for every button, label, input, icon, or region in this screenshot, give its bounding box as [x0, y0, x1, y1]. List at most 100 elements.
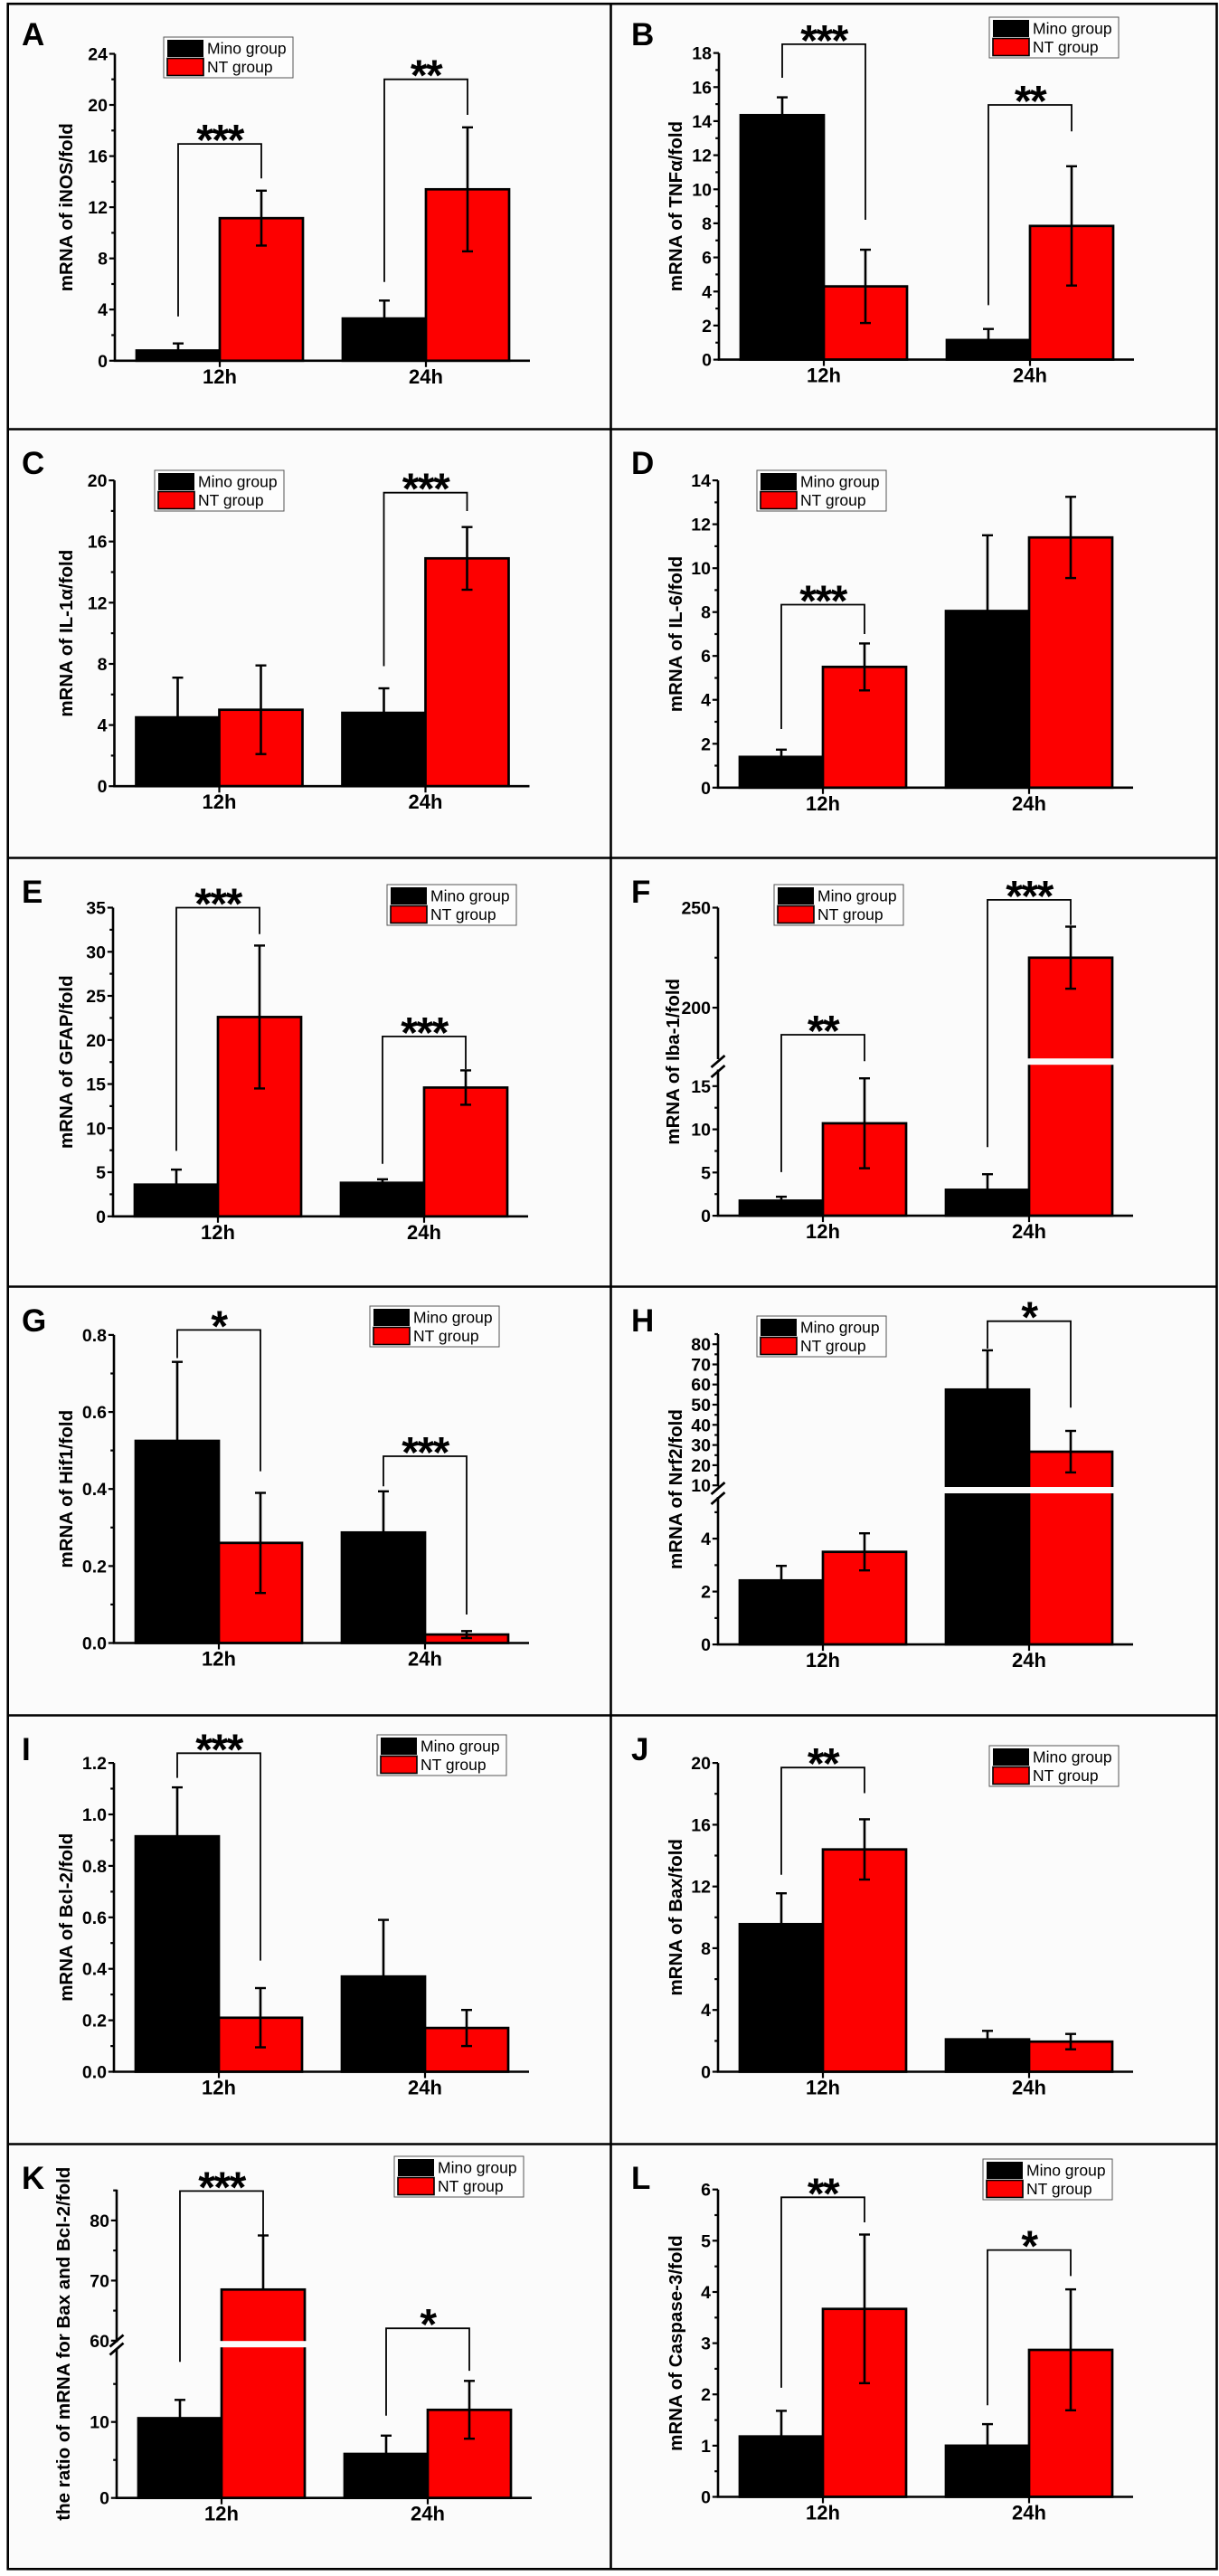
svg-text:24h: 24h: [407, 1221, 441, 1244]
svg-text:8: 8: [701, 1939, 711, 1959]
svg-text:4: 4: [98, 716, 108, 736]
svg-text:50: 50: [691, 1396, 711, 1416]
svg-text:10: 10: [691, 1121, 711, 1141]
svg-text:0: 0: [98, 352, 108, 372]
svg-text:0: 0: [702, 351, 712, 371]
svg-text:NT group: NT group: [421, 1756, 487, 1774]
svg-text:10: 10: [691, 559, 711, 579]
svg-text:Mino group: Mino group: [817, 887, 897, 905]
svg-text:NT group: NT group: [1033, 1766, 1099, 1785]
svg-text:***: ***: [799, 578, 847, 626]
svg-text:J: J: [631, 1732, 648, 1767]
svg-text:16: 16: [88, 533, 108, 553]
svg-text:10: 10: [86, 1119, 106, 1139]
svg-text:NT group: NT group: [1026, 2180, 1092, 2198]
svg-text:H: H: [631, 1303, 654, 1339]
svg-text:Mino group: Mino group: [198, 473, 278, 491]
svg-text:5: 5: [701, 2231, 711, 2251]
svg-text:NT group: NT group: [430, 905, 496, 923]
svg-text:12h: 12h: [204, 2503, 239, 2525]
svg-text:25: 25: [86, 987, 106, 1007]
svg-text:0.0: 0.0: [82, 2063, 107, 2083]
svg-text:G: G: [22, 1303, 46, 1339]
svg-text:NT group: NT group: [800, 491, 866, 509]
svg-text:NT group: NT group: [198, 491, 264, 509]
svg-text:16: 16: [691, 1815, 711, 1835]
svg-text:12h: 12h: [203, 365, 237, 388]
svg-text:1: 1: [701, 2437, 711, 2457]
svg-text:24h: 24h: [408, 1648, 442, 1671]
svg-text:20: 20: [88, 96, 108, 116]
svg-text:20: 20: [691, 1754, 711, 1774]
svg-text:NT group: NT group: [438, 2177, 504, 2195]
svg-text:12h: 12h: [806, 2077, 840, 2099]
svg-text:***: ***: [401, 1009, 449, 1057]
svg-text:L: L: [631, 2161, 650, 2196]
svg-text:**: **: [808, 1008, 840, 1056]
svg-text:***: ***: [198, 2164, 246, 2211]
svg-text:0: 0: [701, 2488, 711, 2508]
svg-text:40: 40: [691, 1416, 711, 1435]
svg-text:8: 8: [98, 655, 108, 675]
svg-text:**: **: [808, 1740, 840, 1788]
svg-text:5: 5: [96, 1163, 106, 1183]
svg-text:0.4: 0.4: [82, 1480, 107, 1500]
svg-text:mRNA of Caspase-3/fold: mRNA of Caspase-3/fold: [666, 2235, 686, 2450]
svg-text:12: 12: [691, 1878, 711, 1898]
svg-text:***: ***: [196, 117, 244, 165]
svg-text:NT group: NT group: [800, 1337, 866, 1355]
svg-text:2: 2: [701, 2385, 711, 2405]
svg-text:30: 30: [691, 1436, 711, 1456]
svg-text:NT group: NT group: [1033, 38, 1099, 56]
svg-text:mRNA of Nrf2/fold: mRNA of Nrf2/fold: [666, 1409, 686, 1569]
svg-text:K: K: [22, 2161, 44, 2196]
svg-text:6: 6: [702, 249, 712, 269]
svg-text:*: *: [1021, 2223, 1038, 2271]
svg-text:12h: 12h: [806, 1220, 840, 1243]
svg-text:0.6: 0.6: [82, 1908, 107, 1928]
svg-text:250: 250: [681, 899, 711, 919]
svg-text:80: 80: [691, 1335, 711, 1355]
svg-text:24h: 24h: [1012, 1220, 1046, 1243]
svg-text:NT group: NT group: [413, 1327, 479, 1345]
svg-text:18: 18: [692, 44, 712, 64]
svg-text:0: 0: [701, 1207, 711, 1226]
svg-text:24h: 24h: [1012, 2502, 1046, 2524]
svg-text:14: 14: [692, 112, 712, 132]
svg-text:35: 35: [86, 899, 106, 919]
svg-text:24h: 24h: [409, 365, 443, 388]
svg-text:0.8: 0.8: [82, 1326, 107, 1346]
svg-text:12h: 12h: [806, 792, 840, 815]
svg-text:**: **: [411, 52, 443, 100]
svg-text:***: ***: [194, 881, 242, 929]
svg-text:20: 20: [88, 471, 108, 491]
svg-text:***: ***: [402, 466, 450, 514]
svg-text:20: 20: [691, 1456, 711, 1476]
svg-text:6: 6: [701, 647, 711, 667]
svg-text:2: 2: [701, 734, 711, 754]
svg-text:mRNA of iNOS/fold: mRNA of iNOS/fold: [56, 123, 77, 291]
svg-text:10: 10: [691, 1476, 711, 1496]
svg-text:Mino group: Mino group: [800, 473, 880, 491]
svg-text:1.2: 1.2: [82, 1754, 107, 1774]
svg-text:mRNA of IL-1α/fold: mRNA of IL-1α/fold: [56, 550, 77, 717]
svg-text:2: 2: [701, 1583, 711, 1603]
svg-text:12h: 12h: [807, 365, 841, 387]
svg-text:2: 2: [702, 317, 712, 336]
svg-text:24h: 24h: [1013, 365, 1047, 387]
svg-text:***: ***: [1006, 873, 1054, 921]
svg-text:*: *: [1021, 1294, 1038, 1342]
svg-text:mRNA of Bcl-2/fold: mRNA of Bcl-2/fold: [56, 1833, 77, 2002]
svg-text:D: D: [631, 446, 654, 481]
svg-text:14: 14: [691, 471, 711, 491]
svg-text:0.8: 0.8: [82, 1857, 107, 1877]
svg-text:24h: 24h: [409, 791, 443, 813]
svg-text:6: 6: [701, 2181, 711, 2201]
svg-text:200: 200: [681, 999, 711, 1018]
svg-text:15: 15: [86, 1075, 106, 1095]
svg-text:mRNA of Iba-1/fold: mRNA of Iba-1/fold: [663, 979, 684, 1145]
svg-text:24h: 24h: [408, 2077, 442, 2099]
svg-text:4: 4: [701, 2001, 711, 2021]
svg-text:5: 5: [701, 1163, 711, 1183]
svg-text:**: **: [808, 2170, 840, 2218]
